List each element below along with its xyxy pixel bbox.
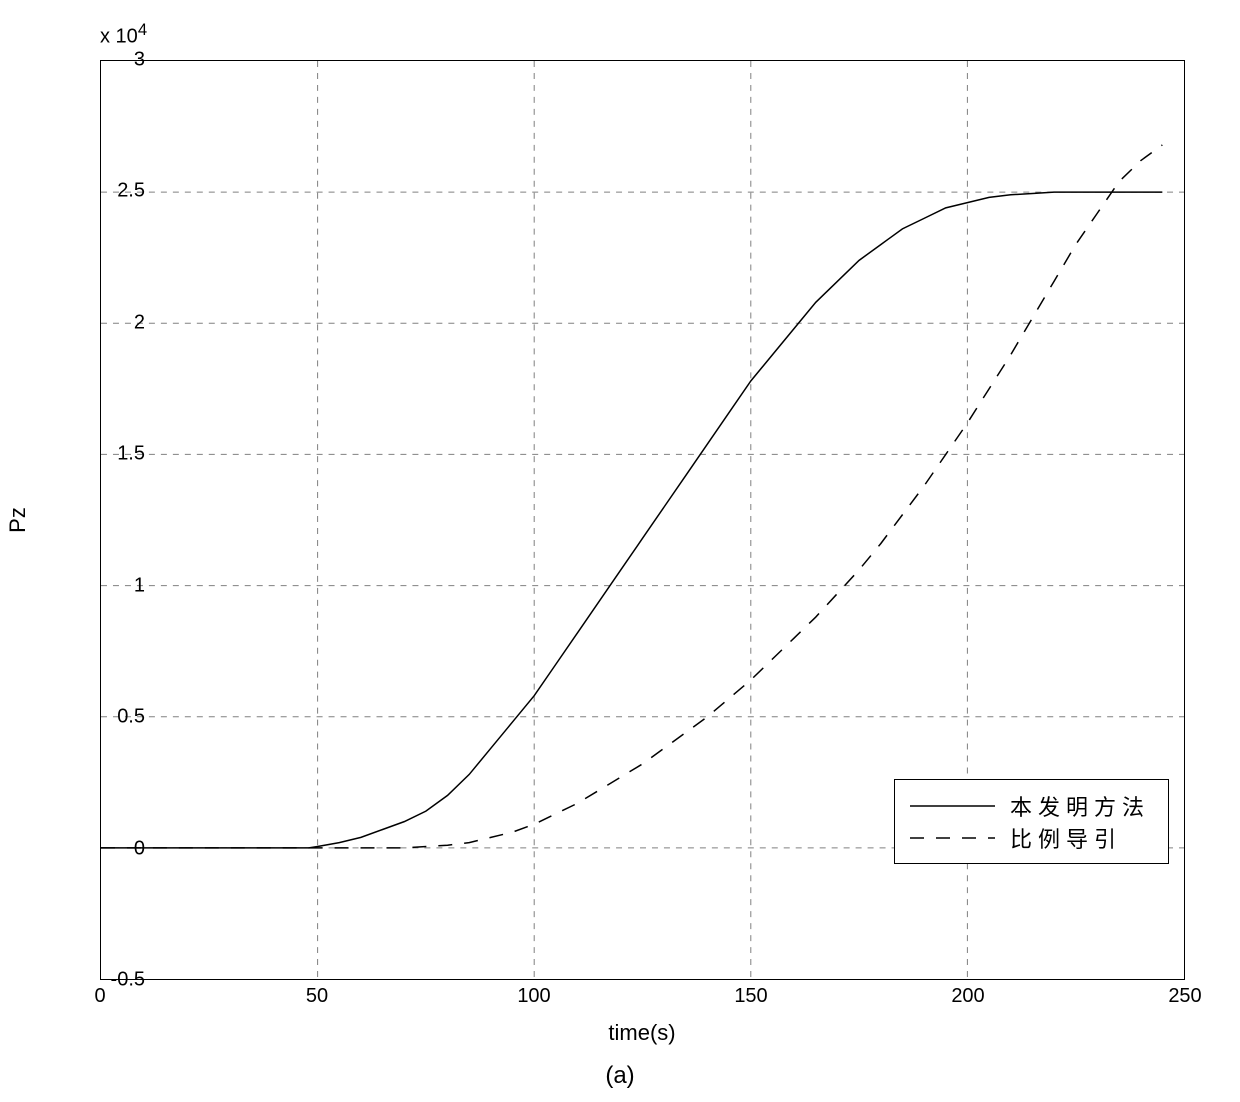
y-tick-label: 1 (134, 574, 145, 597)
y-axis-label: Pz (5, 507, 31, 533)
y-tick-label: 1.5 (117, 443, 145, 466)
legend-item-1: 比例导引 (910, 822, 1153, 854)
x-tick-label: 0 (94, 985, 105, 1008)
x-tick-label: 250 (1168, 985, 1201, 1008)
x-axis-label: time(s) (608, 1020, 675, 1046)
y-tick-label: 0.5 (117, 706, 145, 729)
subtitle: (a) (605, 1062, 634, 1090)
y-tick-label: -0.5 (111, 969, 145, 992)
legend-label-0: 本发明方法 (1010, 790, 1150, 822)
legend-box: 本发明方法 比例导引 (894, 779, 1169, 864)
legend-item-0: 本发明方法 (910, 790, 1153, 822)
legend-line-dashed (910, 828, 995, 848)
plot-area: 本发明方法 比例导引 (100, 60, 1185, 980)
chart-container: 本发明方法 比例导引 (100, 60, 1185, 980)
exponent-sup: 4 (138, 20, 147, 39)
x-tick-label: 200 (951, 985, 984, 1008)
y-tick-label: 0 (134, 837, 145, 860)
exponent-label: x 104 (100, 20, 147, 49)
x-tick-label: 150 (734, 985, 767, 1008)
y-tick-label: 3 (134, 49, 145, 72)
y-tick-label: 2 (134, 311, 145, 334)
exponent-text: x 10 (100, 26, 138, 48)
y-tick-label: 2.5 (117, 180, 145, 203)
x-tick-label: 50 (306, 985, 328, 1008)
x-tick-label: 100 (517, 985, 550, 1008)
legend-label-1: 比例导引 (1010, 822, 1122, 854)
legend-line-solid (910, 796, 995, 816)
